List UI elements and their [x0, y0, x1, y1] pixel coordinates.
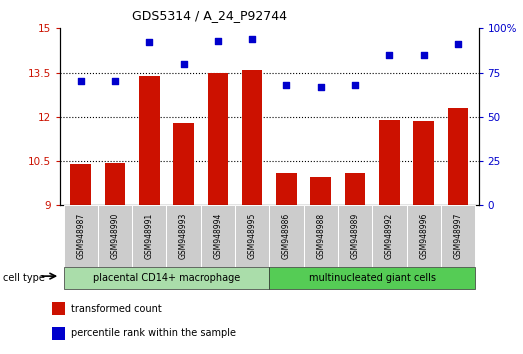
Text: GSM948994: GSM948994	[213, 213, 222, 259]
Bar	[276, 173, 297, 205]
Bar	[139, 75, 160, 205]
Bar	[52, 302, 65, 315]
Bar	[338, 205, 372, 267]
Bar	[98, 205, 132, 267]
Point	[248, 36, 256, 42]
Bar	[448, 108, 468, 205]
Bar	[201, 205, 235, 267]
Bar	[242, 70, 263, 205]
Text: multinucleated giant cells: multinucleated giant cells	[309, 273, 436, 282]
Point	[316, 84, 325, 90]
Bar	[269, 267, 475, 289]
Text: GSM948993: GSM948993	[179, 213, 188, 259]
Point	[454, 41, 462, 47]
Point	[282, 82, 291, 88]
Text: cell type: cell type	[3, 273, 44, 283]
Bar	[406, 205, 441, 267]
Bar	[132, 205, 166, 267]
Text: GSM948987: GSM948987	[76, 213, 85, 259]
Bar	[105, 162, 126, 205]
Bar	[441, 205, 475, 267]
Point	[214, 38, 222, 44]
Text: percentile rank within the sample: percentile rank within the sample	[71, 329, 235, 338]
Text: placental CD14+ macrophage: placental CD14+ macrophage	[93, 273, 240, 282]
Bar	[173, 123, 194, 205]
Bar	[311, 177, 331, 205]
Text: GDS5314 / A_24_P92744: GDS5314 / A_24_P92744	[132, 9, 287, 22]
Point	[385, 52, 394, 58]
Point	[76, 79, 85, 84]
Bar	[71, 164, 91, 205]
Text: GSM948986: GSM948986	[282, 213, 291, 259]
Bar	[235, 205, 269, 267]
Text: GSM948989: GSM948989	[350, 213, 360, 259]
Text: GSM948992: GSM948992	[385, 213, 394, 259]
Point	[145, 40, 153, 45]
Text: GSM948991: GSM948991	[145, 213, 154, 259]
Bar	[413, 121, 434, 205]
Bar	[64, 205, 98, 267]
Text: GSM948995: GSM948995	[248, 213, 257, 259]
Text: transformed count: transformed count	[71, 304, 162, 314]
Bar	[166, 205, 201, 267]
Bar	[304, 205, 338, 267]
Point	[179, 61, 188, 67]
Text: GSM948988: GSM948988	[316, 213, 325, 259]
Text: GSM948996: GSM948996	[419, 213, 428, 259]
Bar	[52, 327, 65, 340]
Point	[419, 52, 428, 58]
Bar	[379, 120, 400, 205]
Point	[351, 82, 359, 88]
Point	[111, 79, 119, 84]
Bar	[372, 205, 406, 267]
Bar	[269, 205, 304, 267]
Text: GSM948990: GSM948990	[110, 213, 120, 259]
Text: GSM948997: GSM948997	[453, 213, 462, 259]
Bar	[64, 267, 269, 289]
Bar	[208, 73, 228, 205]
Bar	[345, 173, 366, 205]
